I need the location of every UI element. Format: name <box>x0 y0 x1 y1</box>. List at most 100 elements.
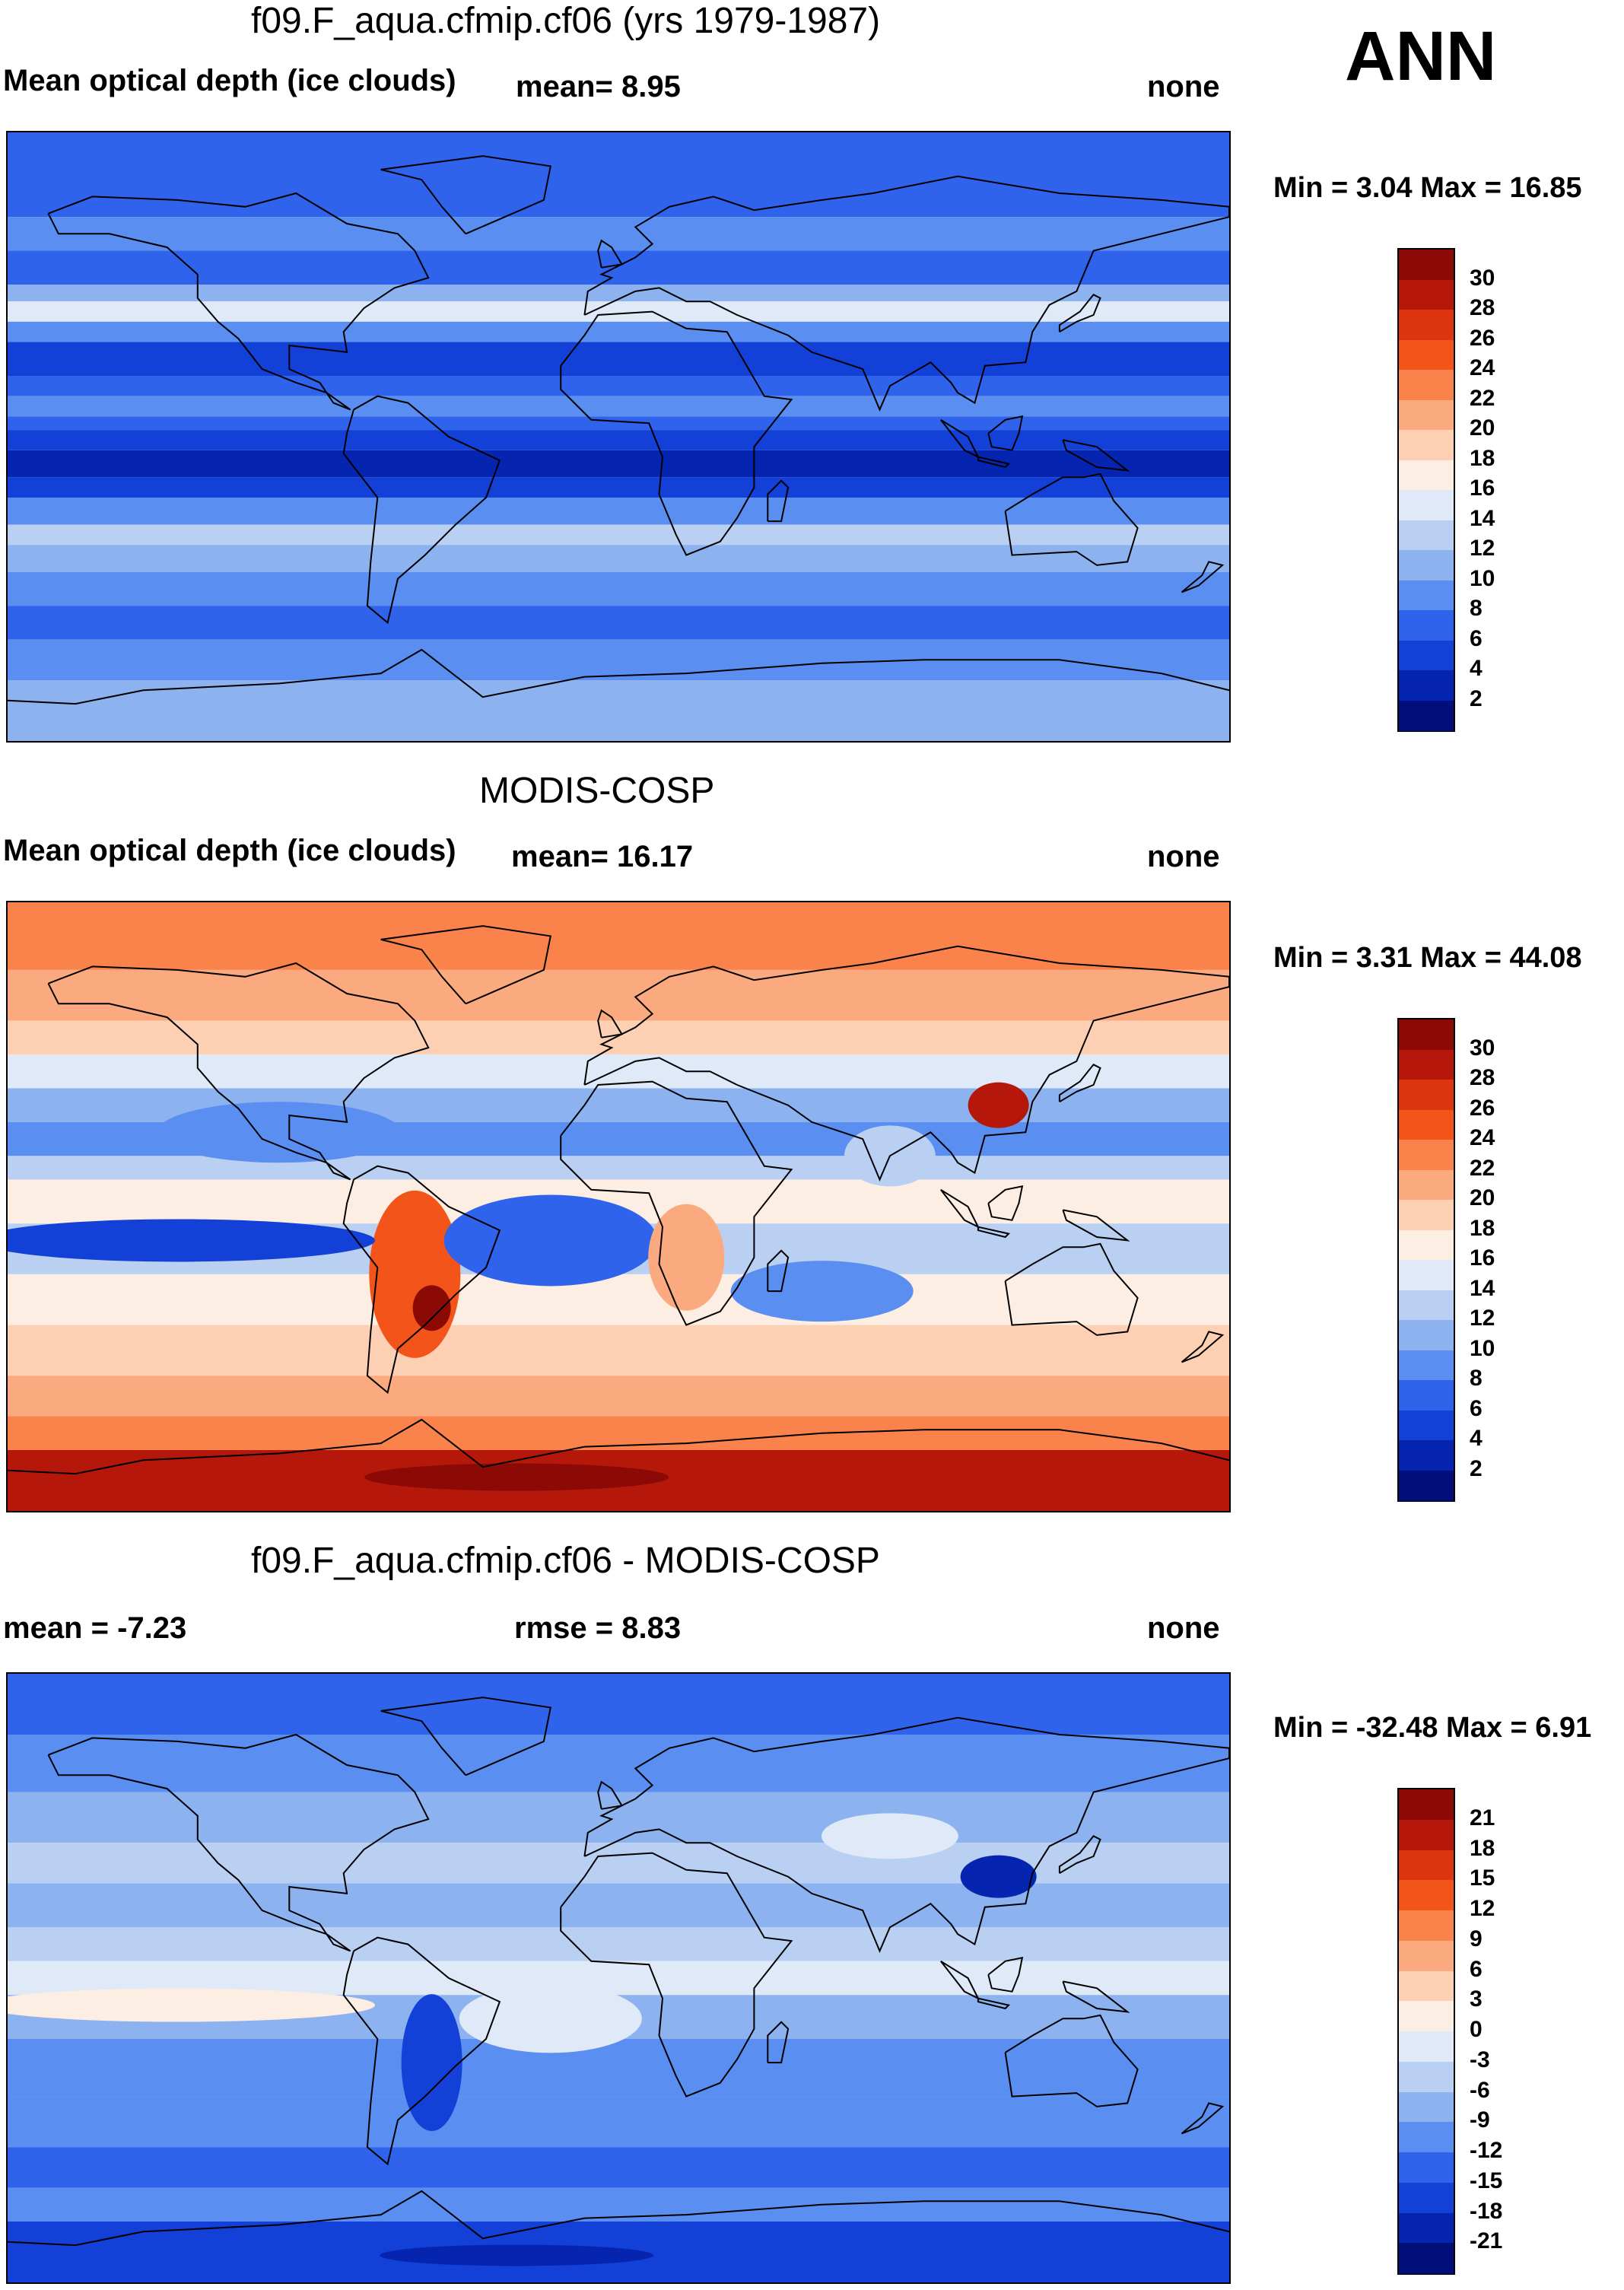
mean-value: mean= 8.95 <box>516 70 681 103</box>
colorbar-swatch <box>1399 490 1454 520</box>
colorbar-swatch <box>1399 370 1454 400</box>
colorbar-tick-label: 21 <box>1470 1805 1495 1830</box>
units-label: none <box>1147 70 1220 103</box>
colorbar-swatch <box>1399 2243 1454 2274</box>
coastline <box>583 175 1229 412</box>
southeast-pacific-min <box>8 1219 375 1262</box>
coastline <box>977 1226 1010 1239</box>
colorbar-tick-label: 24 <box>1470 355 1495 380</box>
coastline <box>597 239 624 269</box>
colorbar-tick-label: -3 <box>1470 2047 1490 2072</box>
contour-band <box>8 2187 1229 2222</box>
colorbar-tick-label: 6 <box>1470 1956 1483 1982</box>
coastline <box>767 1249 790 1293</box>
contour-band <box>8 430 1229 450</box>
contour-band <box>8 1020 1229 1054</box>
colorbar-tick-label: 28 <box>1470 1065 1495 1090</box>
contour-band <box>8 250 1229 285</box>
colorbar-tick-label: 4 <box>1470 656 1483 681</box>
coastline <box>8 2190 1229 2247</box>
colorbar-tick-label: 12 <box>1470 1896 1495 1921</box>
coastline <box>342 1936 501 2166</box>
coastline <box>767 2021 790 2064</box>
colorbar-swatch <box>1399 670 1454 701</box>
colorbar-swatch <box>1399 1290 1454 1321</box>
map-obs <box>6 901 1231 1512</box>
colorbar-swatch <box>1399 279 1454 310</box>
contour-band <box>8 321 1229 342</box>
colorbar-swatch <box>1399 1350 1454 1381</box>
colorbar-tick-label: 26 <box>1470 325 1495 351</box>
colorbar-tick-label: 8 <box>1470 1366 1483 1391</box>
south-america-min <box>401 1994 462 2132</box>
panel-title: f09.F_aqua.cfmip.cf06 (yrs 1979-1987) <box>251 1 881 41</box>
colorbar-swatch <box>1399 1910 1454 1942</box>
min-max-label: Min = 3.31 Max = 44.08 <box>1273 942 1582 974</box>
south-america-region <box>369 1190 461 1358</box>
coastline <box>342 395 501 625</box>
colorbar-tick-label: 6 <box>1470 625 1483 651</box>
colorbar-swatch <box>1399 1080 1454 1110</box>
contour-band <box>8 2147 1229 2188</box>
colorbar-swatch <box>1399 1380 1454 1411</box>
colorbar-tick-label: 4 <box>1470 1426 1483 1451</box>
coastline <box>940 1188 980 1229</box>
colorbar <box>1397 1788 1455 2275</box>
coastline <box>47 962 430 1181</box>
coastline <box>1058 294 1101 333</box>
contour-band <box>8 545 1229 572</box>
contour-band <box>8 606 1229 640</box>
colorbar-tick-label: 2 <box>1470 1455 1483 1481</box>
east-asia-max <box>968 1082 1029 1128</box>
map-model <box>6 131 1231 743</box>
coastline <box>8 648 1229 705</box>
coastline <box>1062 1980 1130 2013</box>
contour-band <box>8 1376 1229 1417</box>
coastline <box>560 1852 793 2098</box>
colorbar-tick-label: -18 <box>1470 2198 1503 2224</box>
coastline <box>8 1418 1229 1475</box>
colorbar-swatch <box>1399 2122 1454 2153</box>
contour-band <box>8 217 1229 251</box>
east-asia-min <box>960 1855 1037 1898</box>
colorbar-swatch <box>1399 1140 1454 1170</box>
coastline <box>597 1009 624 1038</box>
coastline <box>1181 1331 1225 1363</box>
contour-band <box>8 2096 1229 2148</box>
colorbar-tick-label: 20 <box>1470 1185 1495 1210</box>
antarctic-max <box>364 1463 669 1491</box>
north-pacific-min <box>157 1102 401 1163</box>
colorbar-swatch <box>1399 2091 1454 2123</box>
contour-band <box>8 1325 1229 1376</box>
colorbar-tick-label: 18 <box>1470 1215 1495 1241</box>
contour-band <box>8 396 1229 417</box>
colorbar-swatch <box>1399 1440 1454 1471</box>
colorbar-swatch <box>1399 700 1454 731</box>
colorbar-tick-label: 12 <box>1470 1306 1495 1331</box>
pacific-near-zero <box>8 1988 375 2022</box>
colorbar-swatch <box>1399 2152 1454 2183</box>
colorbar-tick-label: -12 <box>1470 2138 1503 2163</box>
coastline <box>47 192 430 411</box>
contour-band <box>8 376 1229 396</box>
coastline <box>1058 1835 1101 1875</box>
colorbar-tick-label: 24 <box>1470 1125 1495 1150</box>
colorbar-swatch <box>1399 460 1454 491</box>
central-asia-near-zero <box>821 1813 958 1859</box>
colorbar-swatch <box>1399 1410 1454 1441</box>
colorbar-swatch <box>1399 2212 1454 2244</box>
season-label: ANN <box>1345 17 1497 95</box>
colorbar-swatch <box>1399 640 1454 671</box>
colorbar-tick-label: 6 <box>1470 1395 1483 1421</box>
south-atlantic-min <box>443 1194 657 1287</box>
colorbar-tick-label: 18 <box>1470 445 1495 471</box>
colorbar-tick-label: 26 <box>1470 1095 1495 1121</box>
colorbar-swatch <box>1399 2001 1454 2032</box>
contour-band <box>8 342 1229 376</box>
colorbar-swatch <box>1399 1819 1454 1850</box>
colorbar-swatch <box>1399 520 1454 551</box>
colorbar-tick-label: 12 <box>1470 536 1495 561</box>
coastlines <box>8 155 1229 705</box>
colorbar-swatch <box>1399 310 1454 340</box>
contour-band <box>8 680 1229 741</box>
